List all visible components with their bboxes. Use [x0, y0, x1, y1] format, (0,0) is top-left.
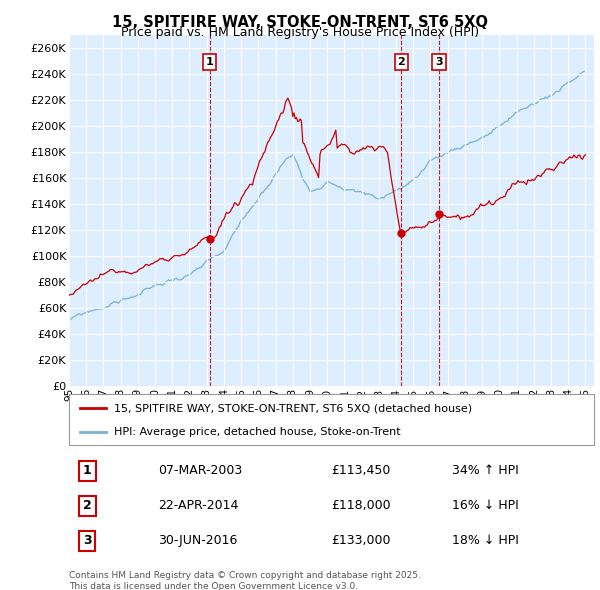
Text: 2: 2: [83, 499, 92, 513]
Text: 30-JUN-2016: 30-JUN-2016: [158, 535, 238, 548]
Text: £133,000: £133,000: [331, 535, 391, 548]
Text: 18% ↓ HPI: 18% ↓ HPI: [452, 535, 519, 548]
Text: 07-MAR-2003: 07-MAR-2003: [158, 464, 242, 477]
Text: 1: 1: [83, 464, 92, 477]
Text: Contains HM Land Registry data © Crown copyright and database right 2025.
This d: Contains HM Land Registry data © Crown c…: [69, 571, 421, 590]
Text: 3: 3: [435, 57, 443, 67]
Text: 22-APR-2014: 22-APR-2014: [158, 499, 239, 513]
Text: 15, SPITFIRE WAY, STOKE-ON-TRENT, ST6 5XQ: 15, SPITFIRE WAY, STOKE-ON-TRENT, ST6 5X…: [112, 15, 488, 30]
Text: £113,450: £113,450: [331, 464, 391, 477]
Text: HPI: Average price, detached house, Stoke-on-Trent: HPI: Average price, detached house, Stok…: [113, 428, 400, 437]
Text: 16% ↓ HPI: 16% ↓ HPI: [452, 499, 519, 513]
Text: 2: 2: [398, 57, 405, 67]
Text: 1: 1: [206, 57, 214, 67]
Text: Price paid vs. HM Land Registry's House Price Index (HPI): Price paid vs. HM Land Registry's House …: [121, 26, 479, 39]
Text: 34% ↑ HPI: 34% ↑ HPI: [452, 464, 519, 477]
Text: 15, SPITFIRE WAY, STOKE-ON-TRENT, ST6 5XQ (detached house): 15, SPITFIRE WAY, STOKE-ON-TRENT, ST6 5X…: [113, 403, 472, 413]
Text: £118,000: £118,000: [331, 499, 391, 513]
Text: 3: 3: [83, 535, 92, 548]
